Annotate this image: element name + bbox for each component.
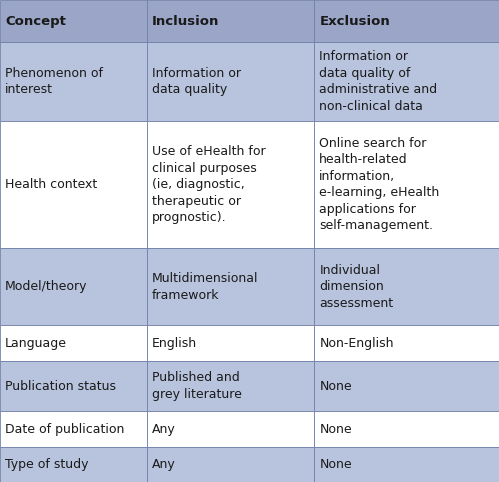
Bar: [0, 412, 147, 447]
Text: Publication status: Publication status: [5, 380, 116, 393]
Bar: [147, 0, 314, 42]
Text: Non-English: Non-English: [319, 336, 394, 349]
Text: None: None: [319, 380, 352, 393]
Text: Multidimensional
framework: Multidimensional framework: [152, 272, 258, 302]
Text: Type of study: Type of study: [5, 458, 88, 471]
Text: Any: Any: [152, 423, 176, 436]
Text: Health context: Health context: [5, 178, 97, 191]
Bar: [314, 412, 499, 447]
Bar: [147, 325, 314, 361]
Text: Any: Any: [152, 458, 176, 471]
Bar: [0, 248, 147, 325]
Bar: [314, 0, 499, 42]
Text: Online search for
health-related
information,
e-learning, eHealth
applications f: Online search for health-related informa…: [319, 137, 440, 232]
Bar: [0, 42, 147, 121]
Bar: [314, 121, 499, 248]
Text: Individual
dimension
assessment: Individual dimension assessment: [319, 264, 394, 310]
Bar: [314, 325, 499, 361]
Text: Published and
grey literature: Published and grey literature: [152, 371, 242, 401]
Bar: [314, 42, 499, 121]
Bar: [147, 248, 314, 325]
Bar: [147, 121, 314, 248]
Bar: [0, 447, 147, 482]
Bar: [147, 447, 314, 482]
Bar: [0, 0, 147, 42]
Bar: [314, 361, 499, 412]
Text: Language: Language: [5, 336, 67, 349]
Text: Phenomenon of
interest: Phenomenon of interest: [5, 67, 103, 96]
Text: None: None: [319, 458, 352, 471]
Text: Information or
data quality of
administrative and
non-clinical data: Information or data quality of administr…: [319, 51, 438, 113]
Bar: [0, 361, 147, 412]
Text: Information or
data quality: Information or data quality: [152, 67, 241, 96]
Bar: [147, 42, 314, 121]
Text: Date of publication: Date of publication: [5, 423, 124, 436]
Bar: [0, 325, 147, 361]
Bar: [0, 121, 147, 248]
Bar: [314, 248, 499, 325]
Bar: [147, 412, 314, 447]
Text: Inclusion: Inclusion: [152, 14, 220, 27]
Text: Concept: Concept: [5, 14, 66, 27]
Text: None: None: [319, 423, 352, 436]
Bar: [147, 361, 314, 412]
Text: Exclusion: Exclusion: [319, 14, 390, 27]
Text: Use of eHealth for
clinical purposes
(ie, diagnostic,
therapeutic or
prognostic): Use of eHealth for clinical purposes (ie…: [152, 145, 266, 224]
Text: Model/theory: Model/theory: [5, 281, 87, 293]
Text: English: English: [152, 336, 197, 349]
Bar: [314, 447, 499, 482]
